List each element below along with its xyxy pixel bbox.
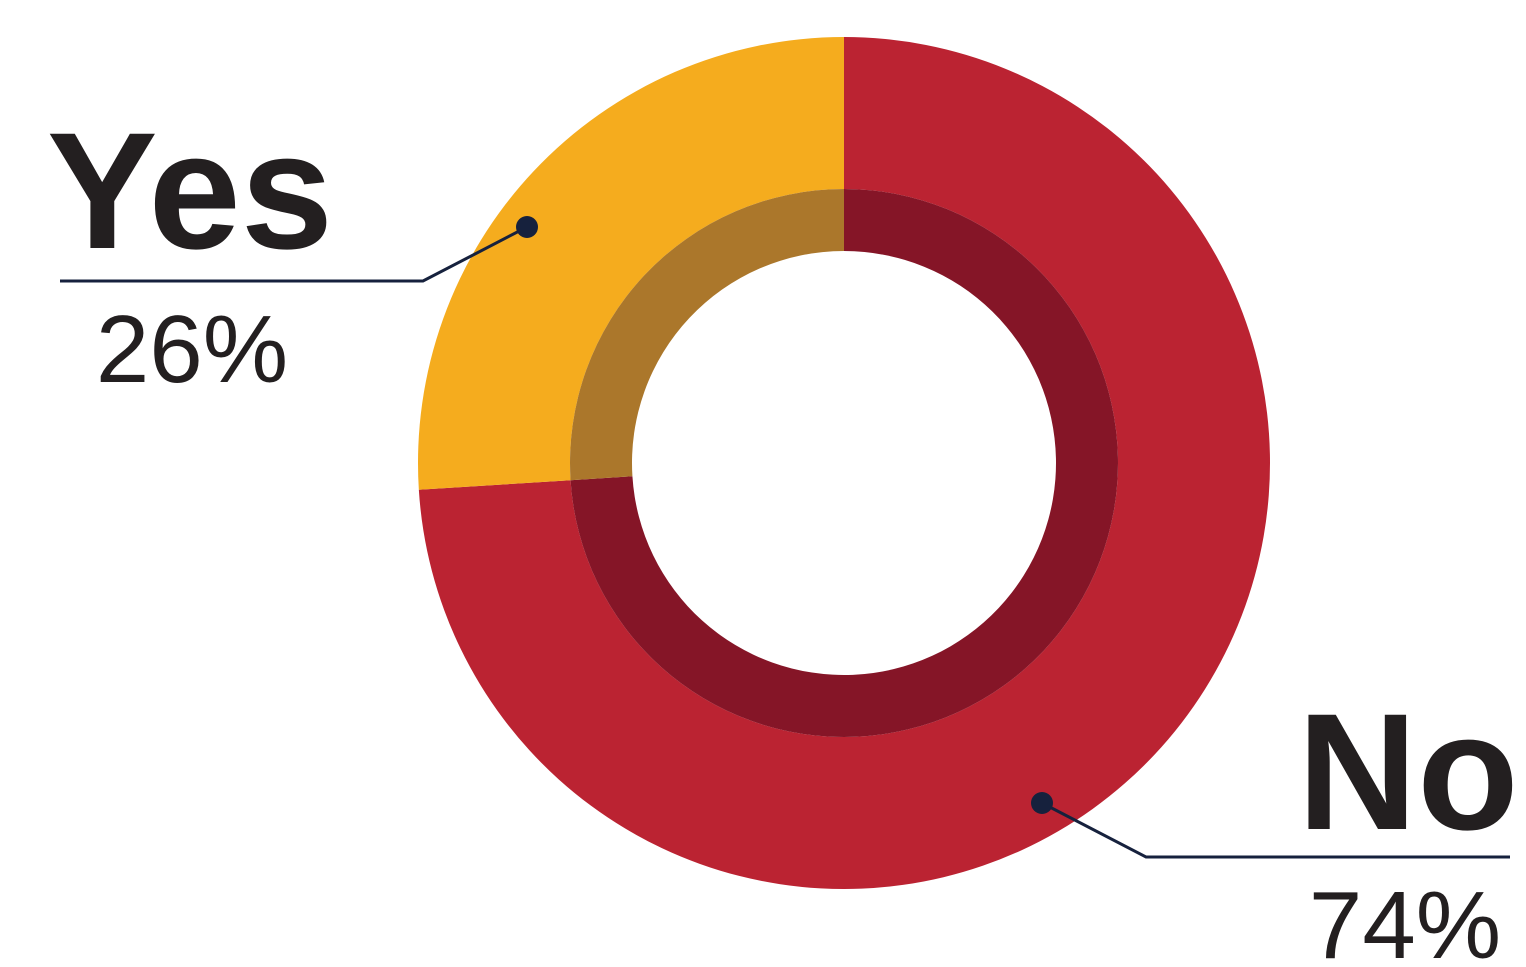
leader-line-no — [1041, 801, 1510, 859]
slice-outer-no — [418, 37, 1271, 889]
leader-dot-yes — [516, 216, 538, 238]
leader-group — [60, 216, 1510, 859]
leader-line-yes — [60, 225, 528, 283]
slice-inner-yes — [569, 189, 844, 481]
slice-label-no: No — [1297, 680, 1518, 865]
slice-group — [417, 37, 1271, 889]
slice-label-yes: Yes — [47, 99, 333, 284]
slice-value-yes: 26% — [96, 296, 288, 403]
leader-dot-no — [1031, 792, 1053, 814]
slice-outer-yes — [417, 37, 844, 490]
slice-value-no: 74% — [1309, 872, 1501, 967]
